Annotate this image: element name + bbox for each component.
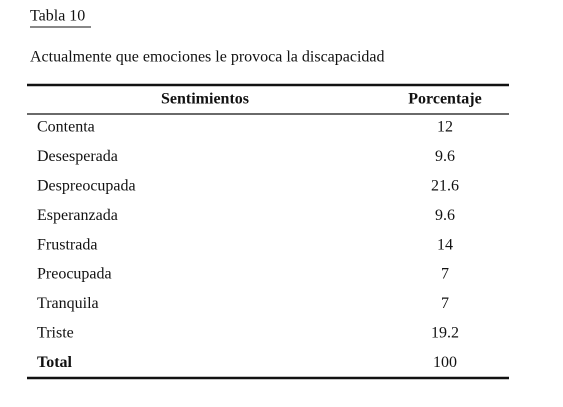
row-value: 14 bbox=[437, 236, 453, 253]
row-label: Contenta bbox=[37, 119, 95, 136]
row-value: 7 bbox=[441, 295, 449, 312]
row-value: 12 bbox=[437, 119, 453, 136]
row-value: 21.6 bbox=[431, 177, 459, 194]
row-label: Desesperada bbox=[37, 148, 118, 165]
row-value: 7 bbox=[441, 266, 449, 283]
row-label: Tranquila bbox=[37, 295, 99, 312]
row-label: Esperanzada bbox=[37, 207, 118, 224]
row-value: 9.6 bbox=[435, 207, 455, 224]
column-header: Porcentaje bbox=[408, 91, 481, 108]
table-title: Actualmente que emociones le provoca la … bbox=[30, 49, 385, 66]
row-value: 19.2 bbox=[431, 324, 459, 341]
row-value: 9.6 bbox=[435, 148, 455, 165]
table-body: Contenta 12 Desesperada 9.6 Despreocupada 21.… bbox=[37, 119, 459, 371]
row-label: Triste bbox=[37, 324, 74, 341]
row-value: 100 bbox=[433, 354, 457, 371]
table-label: Tabla 10 bbox=[30, 8, 85, 25]
row-label: Despreocupada bbox=[37, 177, 136, 194]
column-header: Sentimientos bbox=[161, 91, 249, 108]
row-label: Total bbox=[37, 354, 73, 371]
row-label: Frustrada bbox=[37, 236, 97, 253]
row-label: Preocupada bbox=[37, 266, 112, 283]
